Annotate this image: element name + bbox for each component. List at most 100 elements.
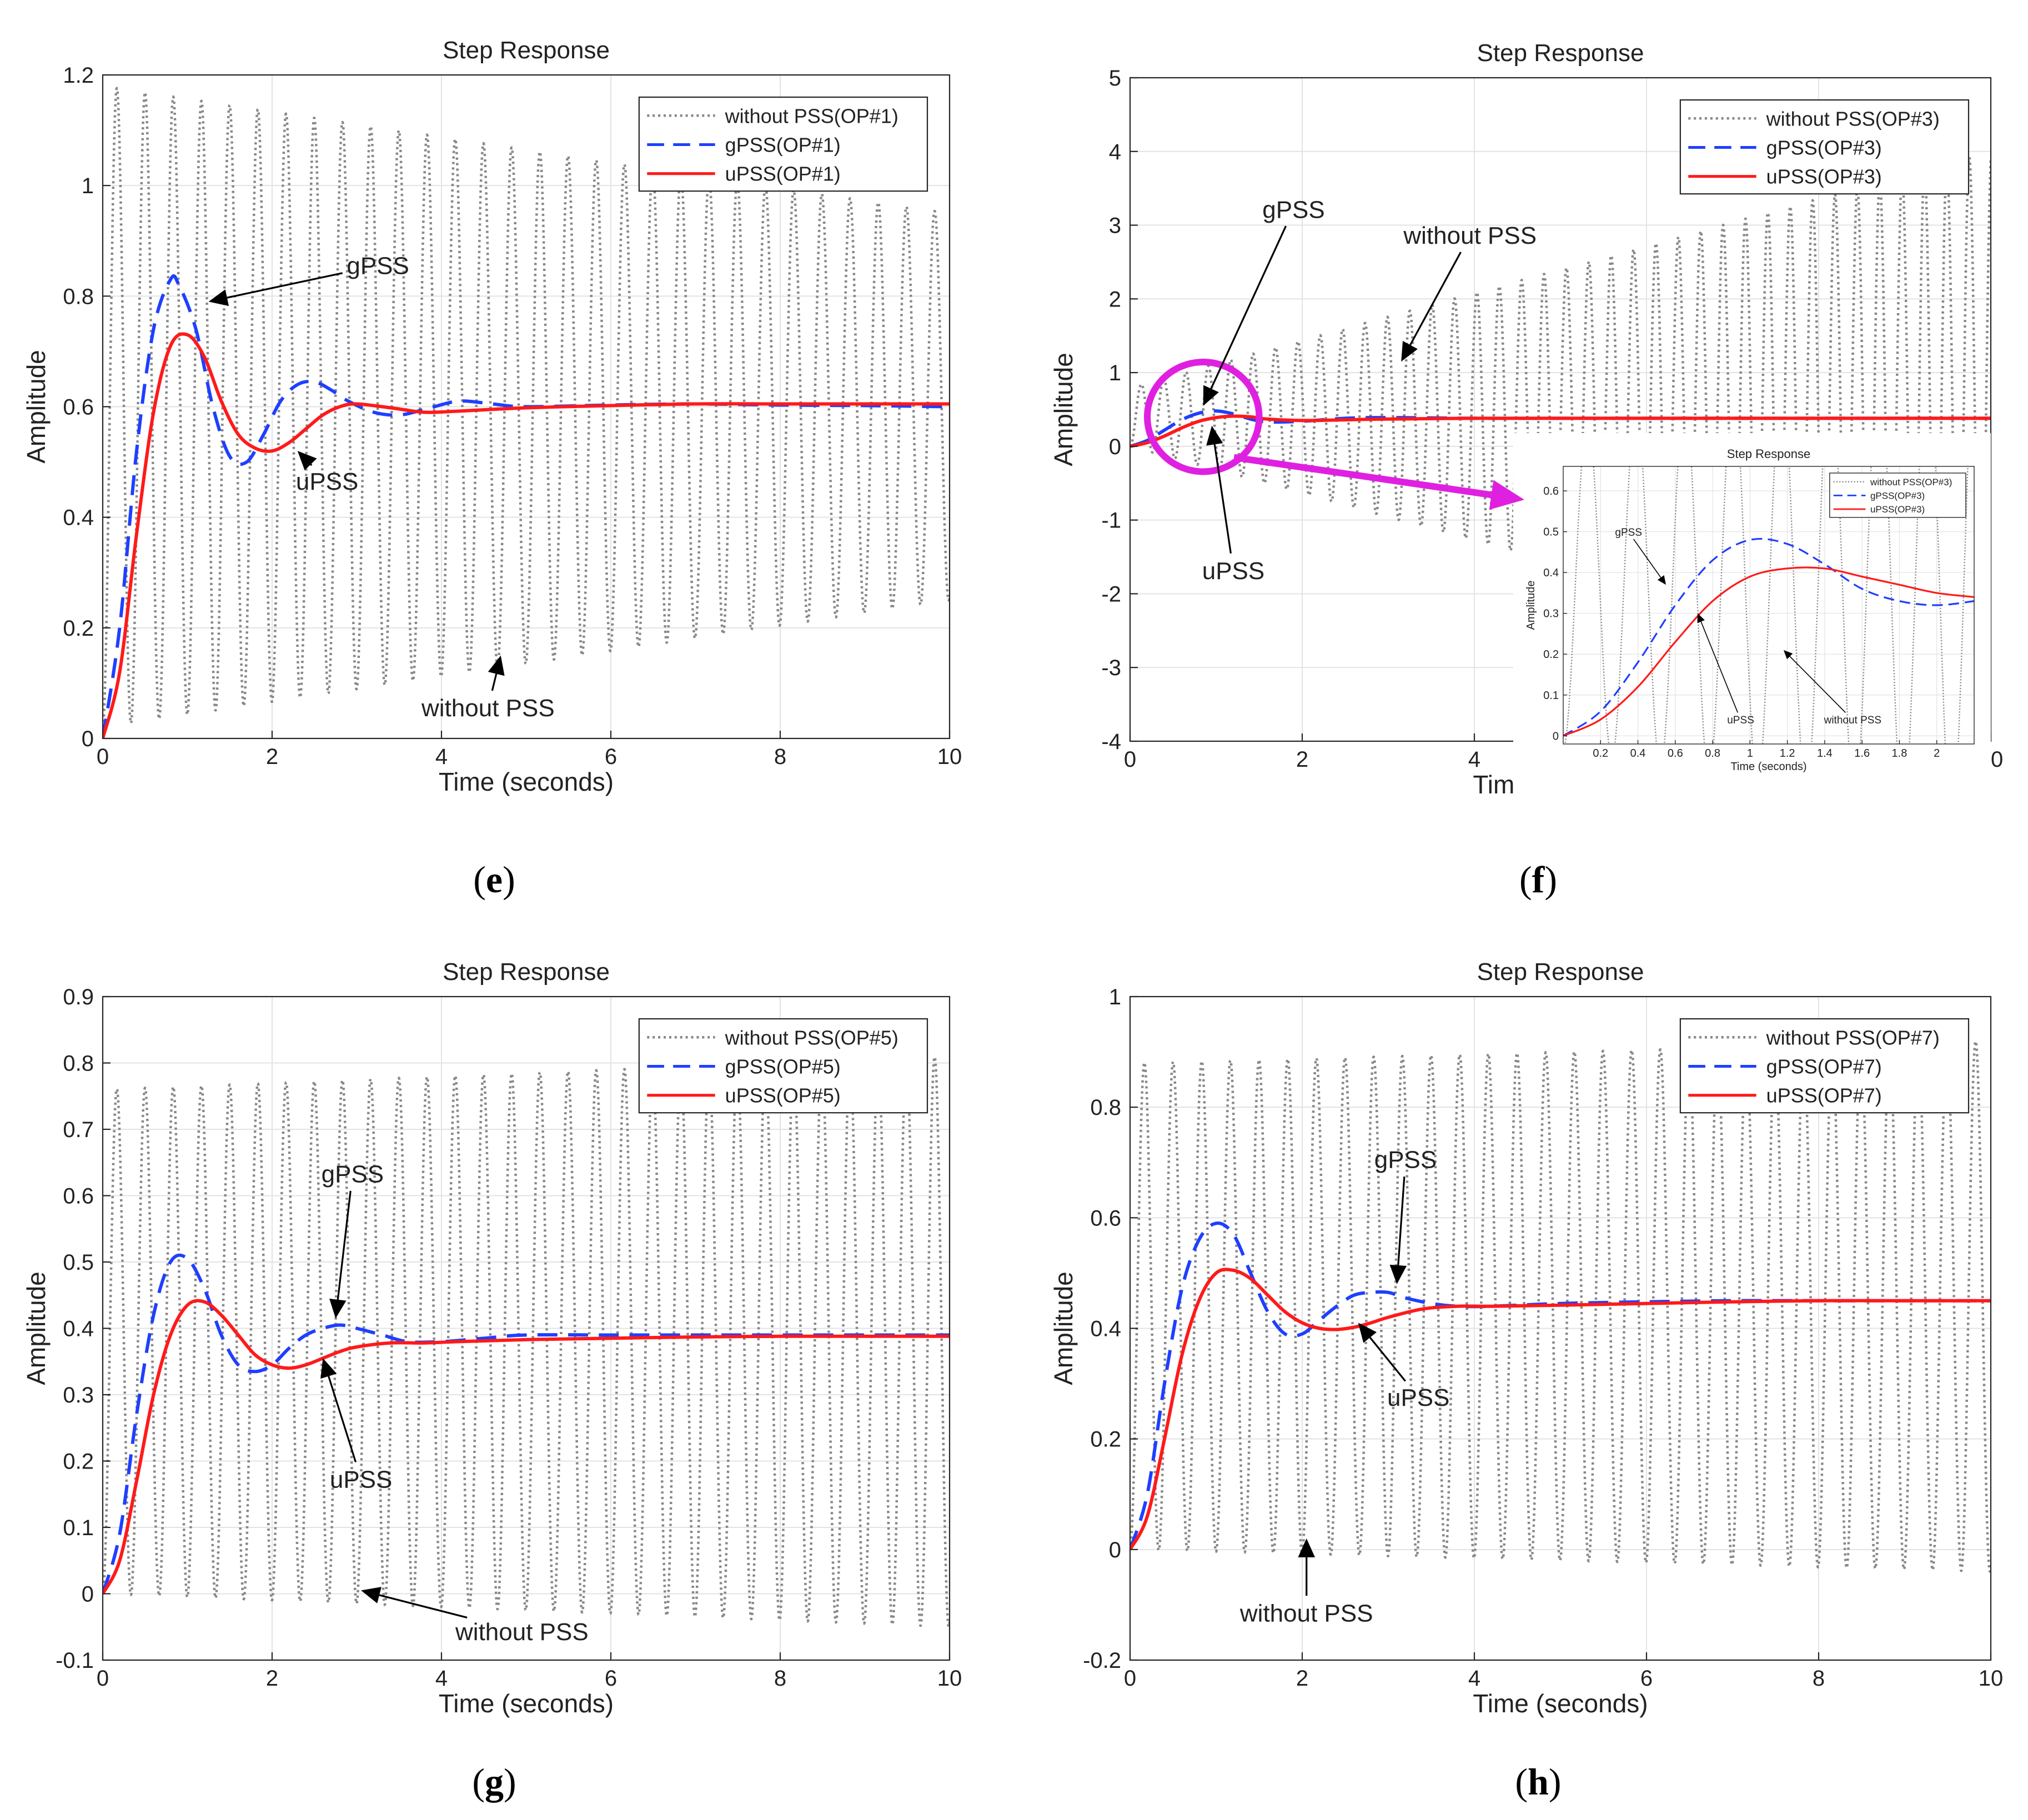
chart-g-xtick-label-1: 2 — [266, 1666, 278, 1691]
chart-f-inset-xtick-label-2: 0.6 — [1668, 747, 1683, 760]
chart-e-annotation-arrow-0-head — [208, 289, 229, 306]
chart-g-annotation-arrow-2-shaft — [379, 1594, 468, 1619]
chart-f-inset-annotation-arrow-0-shaft — [1633, 539, 1661, 578]
chart-f-inset-annotation-label-2: without PSS — [1824, 715, 1882, 726]
chart-g-series-1 — [103, 1253, 950, 1595]
chart-f-inset-ytick-label-3: 0.3 — [1543, 608, 1559, 620]
chart-h-series-1 — [1130, 1221, 1991, 1550]
chart-e-ytick-label-3: 0.6 — [63, 395, 94, 420]
chart-h-xlabel: Time (seconds) — [1473, 1689, 1648, 1718]
chart-g-xtick-label-2: 4 — [435, 1666, 448, 1691]
chart-f-inset-annotation-arrow-2-head — [1783, 650, 1793, 660]
chart-e-annotation-arrow-0-shaft — [227, 272, 343, 299]
chart-f-series-2 — [1130, 414, 1991, 448]
chart-f-annotation-label-1: without PSS — [1403, 222, 1537, 249]
chart-f-ytick-label-7: 3 — [1109, 214, 1121, 238]
chart-e-xtick-label-0: 0 — [97, 745, 109, 769]
chart-g-xlabel: Time (seconds) — [439, 1689, 614, 1718]
chart-h-annotation-label-1: uPSS — [1387, 1384, 1450, 1411]
chart-h-annotation-arrow-1-head — [1358, 1323, 1377, 1343]
caption-g-letter: g — [485, 1761, 504, 1803]
chart-g-ytick-label-9: 0.8 — [63, 1052, 94, 1076]
chart-f-inset-xtick-label-6: 1.4 — [1817, 747, 1833, 760]
caption-g: (g) — [472, 1761, 516, 1803]
chart-h-annotation-label-0: gPSS — [1374, 1147, 1437, 1174]
chart-h-legend: without PSS(OP#7) gPSS(OP#7) uPSS(OP#7) — [1679, 1018, 1970, 1114]
chart-f-legend-label-1: gPSS(OP#3) — [1766, 136, 1882, 159]
chart-e-legend-label-1: gPSS(OP#1) — [725, 133, 841, 156]
chart-e-xtick-label-4: 8 — [774, 745, 786, 769]
chart-f-annotation-label-2: uPSS — [1202, 557, 1265, 585]
chart-f-inset-xtick-label-7: 1.6 — [1854, 747, 1870, 760]
chart-g-ytick-label-1: 0 — [82, 1582, 94, 1607]
chart-g-xtick-label-5: 10 — [937, 1666, 962, 1691]
chart-h-annotation-arrow-2-head — [1298, 1538, 1316, 1557]
chart-f-inset-title: Step Response — [1727, 447, 1810, 461]
chart-e-svg: 0 2 4 6 8 10 0 0.2 0.4 0.6 0.8 1 1.2 Step Response Tim… — [22, 37, 962, 796]
chart-h-xtick-label-1: 2 — [1296, 1666, 1308, 1691]
chart-f-inset-xtick-label-1: 0.4 — [1630, 747, 1646, 760]
chart-f-inset-ytick-label-4: 0.4 — [1543, 567, 1559, 579]
chart-f-legend-label-0: without PSS(OP#3) — [1766, 107, 1940, 130]
chart-f-inset-ytick-label-2: 0.2 — [1543, 648, 1559, 661]
chart-e-series-0 — [103, 87, 950, 728]
chart-g-ytick-label-2: 0.1 — [63, 1516, 94, 1540]
chart-e-ytick-label-4: 0.8 — [63, 284, 94, 309]
chart-g-annotation-arrow-0-head — [329, 1299, 347, 1319]
chart-g-ytick-label-0: -0.1 — [56, 1648, 94, 1673]
chart-f-ytick-label-2: -2 — [1101, 582, 1121, 606]
caption-e: (e) — [473, 858, 515, 901]
chart-e-legend-label-0: without PSS(OP#1) — [725, 104, 898, 127]
chart-g-annotation-arrow-1-shaft — [328, 1376, 357, 1462]
chart-h-title: Step Response — [1477, 958, 1644, 986]
chart-f-inset-xtick-label-3: 0.8 — [1705, 747, 1720, 760]
chart-f-annotation-arrow-2-shaft — [1213, 444, 1232, 554]
caption-f-letter: f — [1532, 858, 1545, 901]
chart-f-inset-series-2 — [1563, 566, 1974, 737]
chart-panel-h: 0 2 4 6 8 10 -0.2 0 0.2 0.4 0.6 0.8 1 Step Response Ti… — [1027, 933, 2027, 1754]
chart-f-inset-legend-label-1: gPSS(OP#3) — [1870, 490, 1925, 501]
chart-e-legend-label-2: uPSS(OP#1) — [725, 163, 841, 185]
chart-e-annotation-label-0: gPSS — [347, 253, 409, 280]
chart-f-ytick-label-4: 0 — [1109, 435, 1121, 459]
chart-h-xtick-label-4: 8 — [1813, 1666, 1825, 1691]
chart-e-xlabel: Time (seconds) — [439, 767, 614, 796]
chart-e-annotation-arrow-2-shaft — [491, 673, 498, 691]
chart-f-inset-annotation-arrow-0-head — [1657, 575, 1666, 585]
chart-h-ytick-label-4: 0.6 — [1090, 1206, 1121, 1230]
chart-f-inset-xtick-label-5: 1.2 — [1780, 747, 1795, 760]
chart-f-inset-annotation-label-1: uPSS — [1727, 715, 1754, 726]
chart-panel-e: 0 2 4 6 8 10 0 0.2 0.4 0.6 0.8 1 1.2 Step Response Tim… — [0, 11, 988, 833]
chart-f-legend: without PSS(OP#3) gPSS(OP#3) uPSS(OP#3) — [1679, 99, 1970, 195]
chart-f-inset-legend-label-0: without PSS(OP#3) — [1870, 477, 1952, 487]
chart-h-xtick-label-5: 10 — [1979, 1666, 2004, 1691]
chart-panel-g: 0 2 4 6 8 10 -0.1 0 0.1 0.2 0.3 0.4 0.5 0.6 0.7 0.8 0.9 S… — [0, 933, 988, 1754]
chart-h-ytick-label-0: -0.2 — [1083, 1648, 1121, 1673]
chart-h-ytick-label-1: 0 — [1109, 1538, 1121, 1562]
chart-f-inset-annotation-arrow-1-head — [1697, 613, 1705, 624]
chart-f-inset-series-group — [1563, 466, 1974, 744]
caption-h-letter: h — [1528, 1761, 1549, 1803]
chart-h-ylabel: Amplitude — [1049, 1271, 1078, 1385]
chart-f-xtick-label-1: 2 — [1296, 747, 1308, 772]
chart-f-inset-annotation-arrow-2-shaft — [1789, 656, 1846, 713]
chart-h-legend-label-0: without PSS(OP#7) — [1766, 1026, 1940, 1049]
chart-g-svg: 0 2 4 6 8 10-0.100.10.20.30.40.50.60.70.80.9S… — [22, 958, 962, 1718]
chart-e-annotation-arrow-2-head — [488, 655, 505, 676]
chart-h-ytick-label-6: 1 — [1109, 985, 1121, 1009]
chart-g-title: Step Response — [443, 958, 610, 986]
chart-h-ytick-label-5: 0.8 — [1090, 1095, 1121, 1120]
chart-e-annotation-label-2: without PSS — [421, 695, 555, 722]
chart-f-ytick-label-0: -4 — [1101, 730, 1121, 754]
chart-f-annotation-arrow-1-head — [1401, 341, 1418, 362]
chart-f-annotation-arrow-0-head — [1203, 385, 1219, 406]
chart-g-ytick-label-10: 0.9 — [63, 985, 94, 1009]
chart-g-ytick-label-3: 0.2 — [63, 1450, 94, 1474]
chart-f-annotation-arrow-0-shaft — [1210, 225, 1287, 389]
chart-f-ytick-label-6: 2 — [1109, 287, 1121, 311]
chart-f-inset-legend-label-2: uPSS(OP#3) — [1870, 504, 1925, 515]
chart-f-ytick-label-1: -3 — [1101, 656, 1121, 680]
chart-e-xtick-label-3: 6 — [605, 745, 617, 769]
